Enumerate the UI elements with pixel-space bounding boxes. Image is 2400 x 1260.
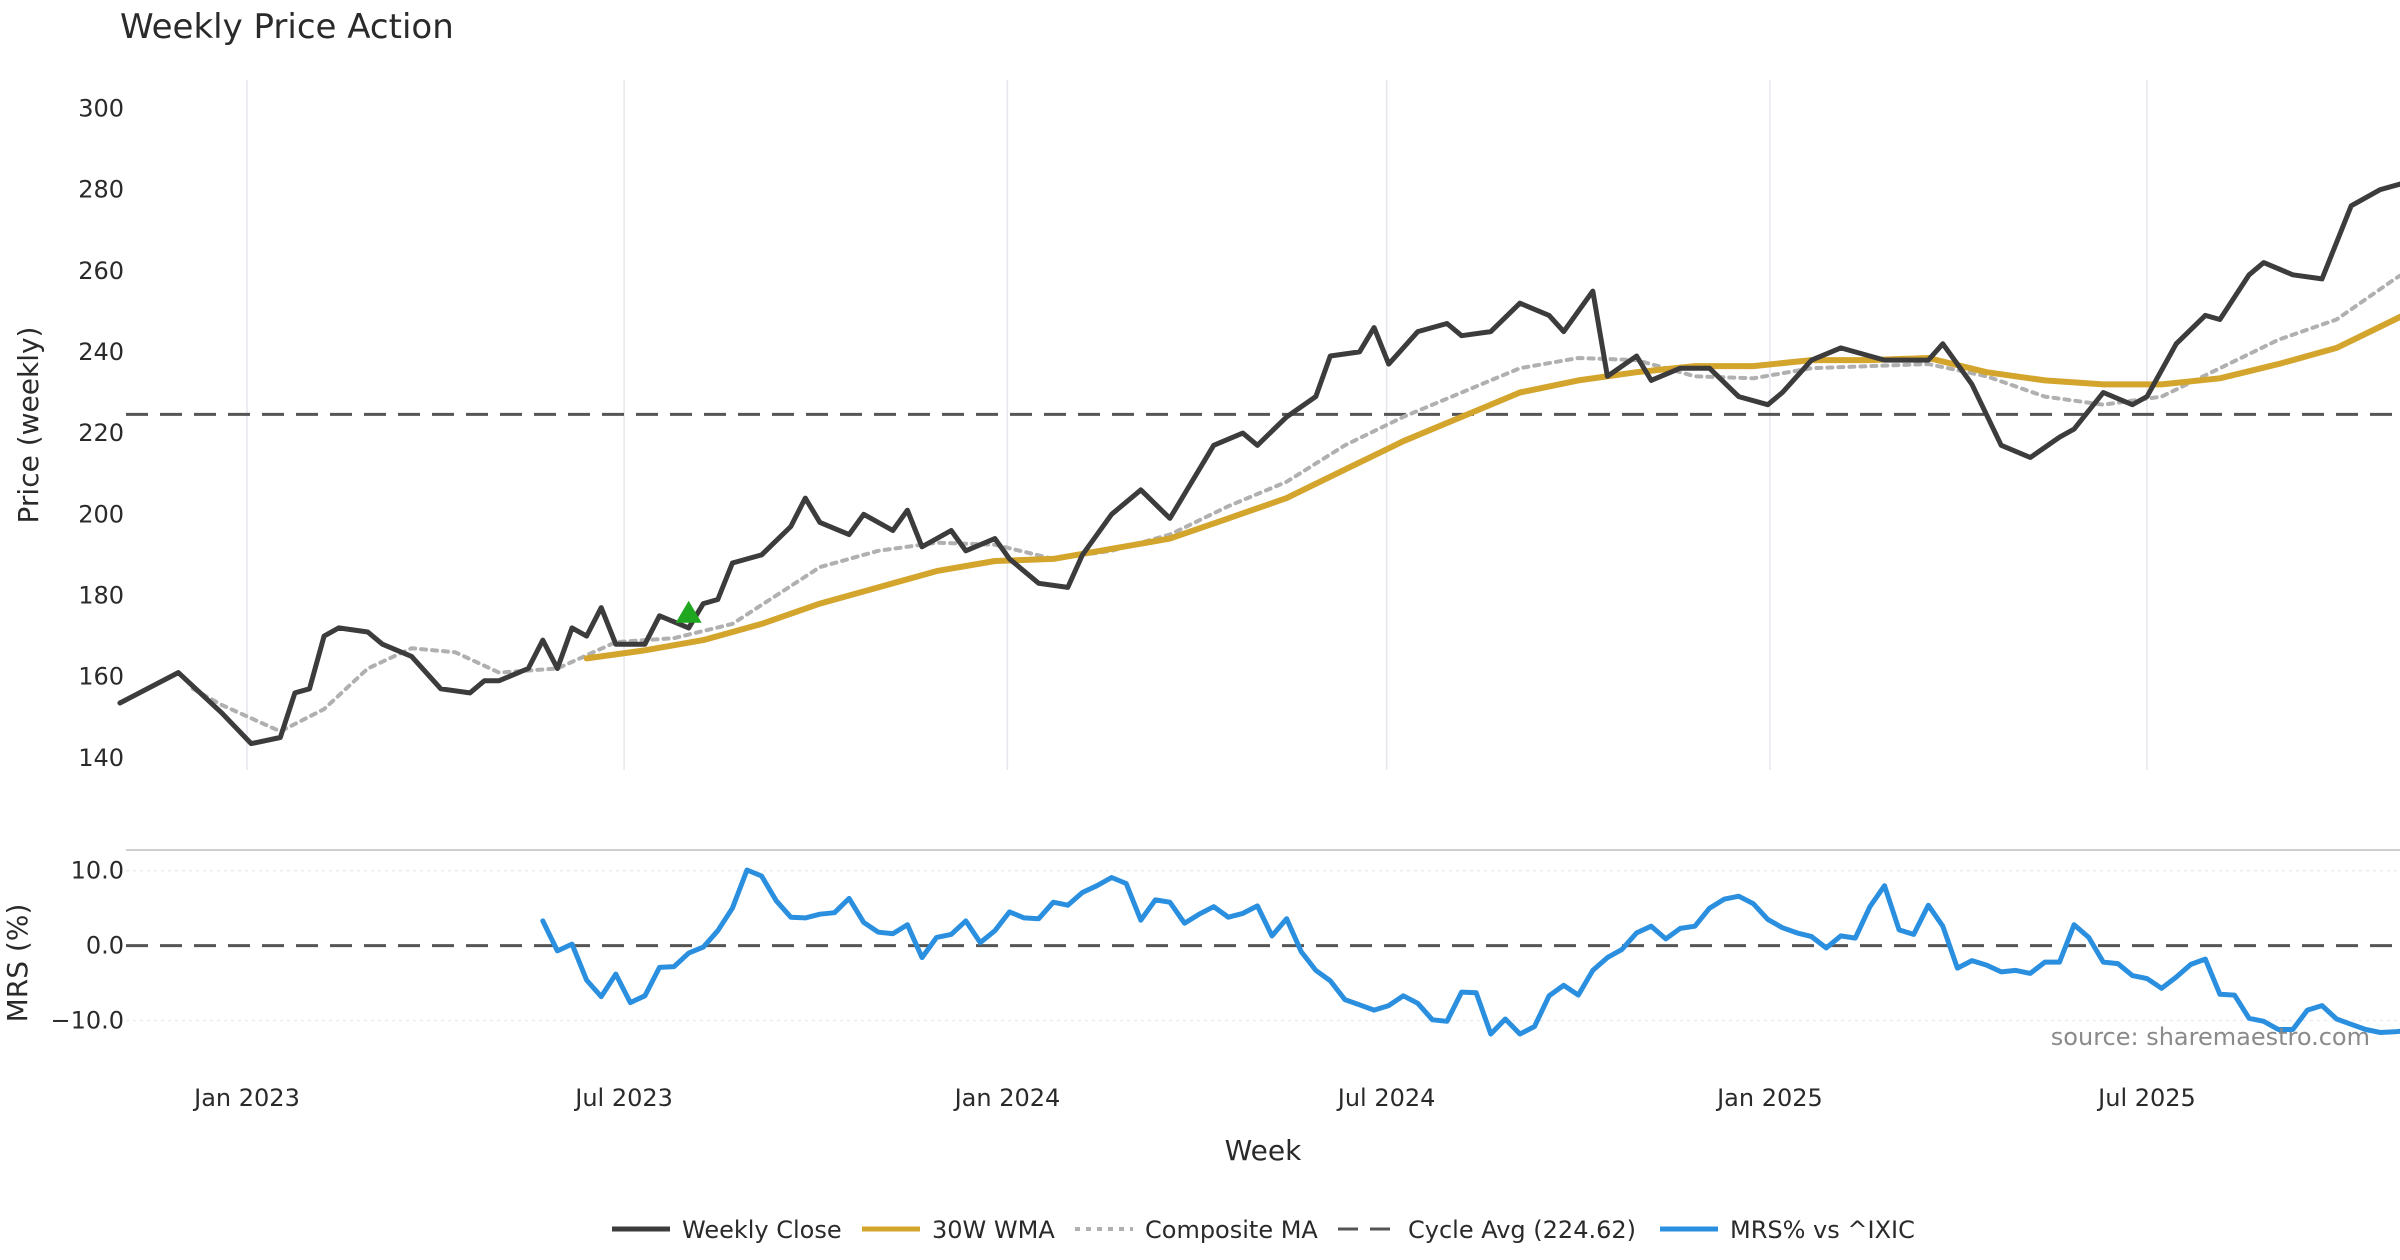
chart-title: Weekly Price Action: [120, 7, 454, 47]
legend: Weekly Close 30W WMA Composite MA Cycle Avg…: [612, 1216, 1915, 1244]
x-tick-label: Jul 2023: [573, 1084, 673, 1112]
wma30-line: [583, 313, 2400, 662]
source-note: source: sharemaestro.com: [2051, 1023, 2370, 1051]
price-y-axis-label: Price (weekly): [12, 327, 45, 524]
mrs-y-tick-label: −10.0: [50, 1007, 124, 1035]
mrs-line: [540, 867, 2400, 1037]
composite-ma-line: [190, 273, 2400, 734]
legend-label: Cycle Avg (224.62): [1408, 1216, 1636, 1244]
price-y-tick-label: 160: [78, 663, 124, 691]
legend-label: Composite MA: [1145, 1216, 1318, 1244]
price-y-tick-label: 140: [78, 744, 124, 772]
price-y-tick-label: 280: [78, 176, 124, 204]
price-y-ticks: 140 160 180 200 220 240 260 280 300: [78, 94, 124, 771]
mrs-y-ticks: 10.0 0.0 −10.0: [50, 857, 124, 1035]
legend-label: MRS% vs ^IXIC: [1730, 1216, 1915, 1244]
x-axis-ticks: Jan 2023 Jul 2023 Jan 2024 Jul 2024 Jan 2025…: [192, 1084, 2196, 1112]
x-tick-label: Jan 2023: [192, 1084, 300, 1112]
buy-signal-marker: [675, 600, 702, 623]
weekly-close-line: [117, 181, 2400, 747]
mrs-panel: 10.0 0.0 −10.0 MRS (%) source: sharemaestr…: [1, 857, 2400, 1051]
signal-markers: [675, 600, 702, 623]
price-grid: [246, 80, 2148, 770]
mrs-y-tick-label: 10.0: [71, 857, 124, 885]
legend-label: Weekly Close: [682, 1216, 842, 1244]
price-y-tick-label: 300: [78, 94, 124, 122]
x-tick-label: Jul 2024: [1336, 1084, 1436, 1112]
price-series: [117, 181, 2400, 747]
price-y-tick-label: 240: [78, 338, 124, 366]
mrs-y-axis-label: MRS (%): [1, 904, 34, 1023]
x-tick-label: Jan 2025: [1715, 1084, 1823, 1112]
price-y-tick-label: 260: [78, 257, 124, 285]
x-axis-label: Week: [1225, 1134, 1302, 1167]
x-tick-label: Jul 2025: [2096, 1084, 2196, 1112]
mrs-y-tick-label: 0.0: [86, 932, 124, 960]
x-tick-label: Jan 2024: [953, 1084, 1061, 1112]
price-y-tick-label: 220: [78, 419, 124, 447]
price-y-tick-label: 180: [78, 581, 124, 609]
legend-label: 30W WMA: [932, 1216, 1055, 1244]
mrs-series: [540, 867, 2400, 1037]
mrs-grid: [126, 869, 2400, 1022]
price-y-tick-label: 200: [78, 500, 124, 528]
price-panel: 140 160 180 200 220 240 260 280 300 Price (weekl…: [12, 80, 2400, 772]
